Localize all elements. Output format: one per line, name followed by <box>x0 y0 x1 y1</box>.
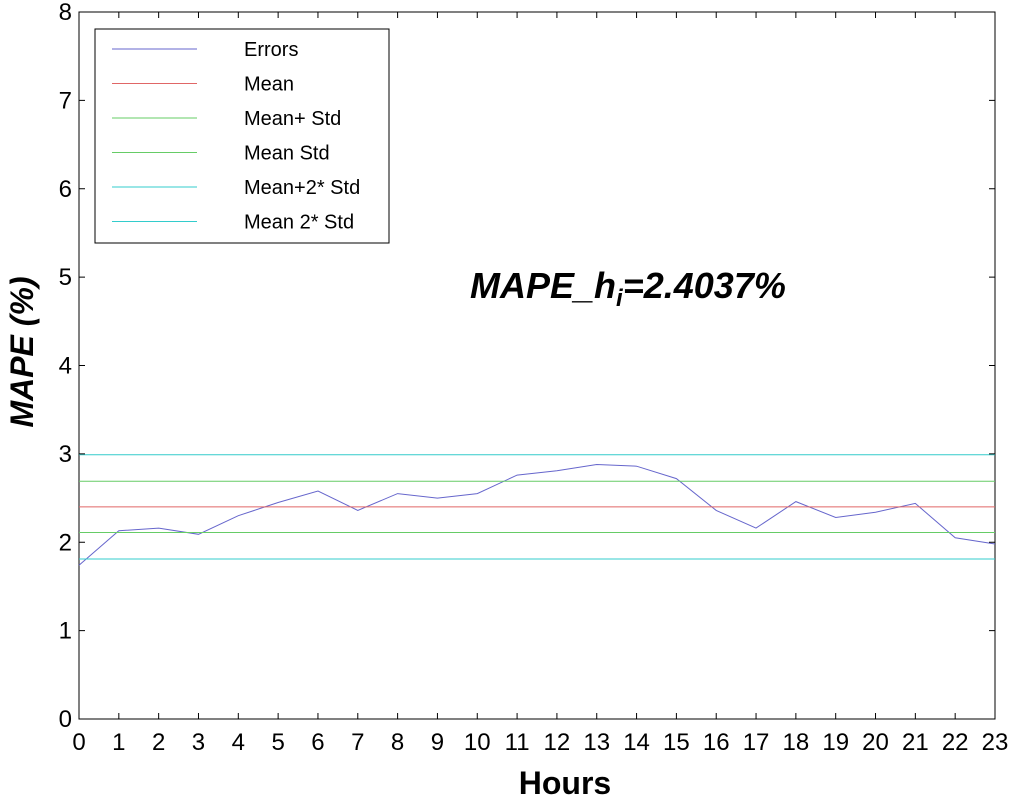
x-tick-label: 20 <box>862 729 889 756</box>
legend-label: Mean+2* Std <box>244 177 360 199</box>
y-tick-label: 5 <box>59 264 72 291</box>
x-tick-label: 15 <box>663 729 690 756</box>
x-tick-label: 8 <box>391 729 404 756</box>
legend-box <box>94 28 390 244</box>
x-tick-label: 1 <box>112 729 125 756</box>
ticks-layer: 0 1 2 3 4 5 6 7 8 9 10 11 12 13 14 15 16 17 18 19 20 21 22 2301… <box>59 0 1009 756</box>
legend-label: Mean <box>244 74 294 96</box>
series-layer <box>78 454 996 566</box>
series-line-0 <box>78 463 996 566</box>
y-tick-label: 8 <box>59 0 72 26</box>
x-tick-label: 7 <box>351 729 364 756</box>
y-axis-title: MAPE (%) <box>4 276 40 427</box>
x-tick-label: 6 <box>311 729 324 756</box>
legend-label: Mean+ Std <box>244 108 341 130</box>
x-tick-label: 5 <box>271 729 284 756</box>
y-tick-label: 1 <box>59 618 72 645</box>
x-tick-label: 14 <box>623 729 650 756</box>
x-tick-label: 4 <box>232 729 245 756</box>
y-tick-label: 3 <box>59 441 72 468</box>
legend: Errors Mean Mean+ Std Mean Std Mean+2* Std Me… <box>94 28 390 244</box>
x-tick-label: 3 <box>192 729 205 756</box>
annotation-prefix: MAPE_h <box>470 265 616 306</box>
x-tick-label: 11 <box>505 729 530 756</box>
annotation-subscript: i <box>616 285 624 312</box>
x-tick-label: 17 <box>743 729 770 756</box>
mape-annotation: MAPE_hi=2.4037% <box>470 265 786 312</box>
y-tick-label: 2 <box>59 529 72 556</box>
x-tick-label: 23 <box>982 729 1009 756</box>
annotation-value: =2.4037% <box>623 265 786 306</box>
x-tick-label: 2 <box>152 729 165 756</box>
x-tick-label: 21 <box>902 729 929 756</box>
x-tick-label: 18 <box>783 729 810 756</box>
x-tick-label: 10 <box>464 729 491 756</box>
x-tick-label: 0 <box>72 729 85 756</box>
x-tick-label: 9 <box>431 729 444 756</box>
x-tick-label: 22 <box>942 729 969 756</box>
legend-label: Errors <box>244 39 298 61</box>
legend-label: Mean Std <box>244 143 330 165</box>
x-tick-label: 12 <box>544 729 571 756</box>
y-tick-label: 7 <box>59 87 72 114</box>
x-tick-label: 13 <box>583 729 610 756</box>
x-axis-title: Hours <box>519 765 611 801</box>
x-tick-label: 16 <box>703 729 730 756</box>
x-tick-label: 19 <box>822 729 849 756</box>
y-tick-label: 6 <box>59 176 72 203</box>
y-tick-label: 4 <box>59 353 72 380</box>
y-tick-label: 0 <box>59 706 72 733</box>
legend-label: Mean 2* Std <box>244 212 354 234</box>
